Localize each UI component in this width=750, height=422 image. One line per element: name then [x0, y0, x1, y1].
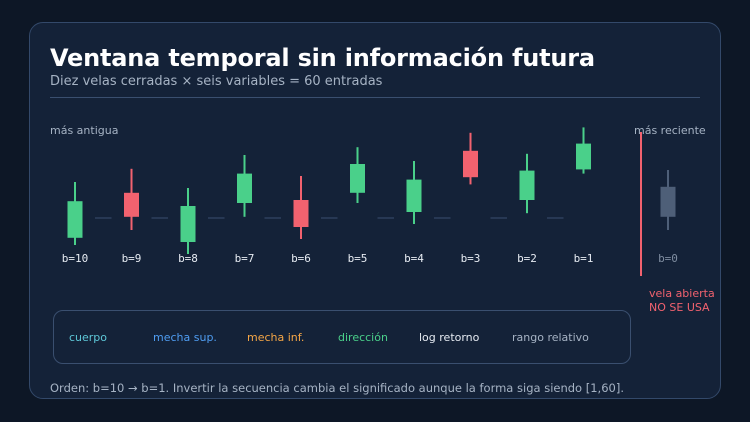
- main-card: [29, 22, 721, 399]
- candle-body-b2: [519, 170, 535, 200]
- legend-item-mecha-inf: mecha inf.: [247, 331, 305, 344]
- legend-item-cuerpo: cuerpo: [69, 331, 108, 344]
- candle-label-b4: b=4: [404, 252, 424, 265]
- candle-body-b6: [293, 200, 309, 227]
- legend-item-rango-relativo: rango relativo: [512, 331, 589, 344]
- candle-label-b2: b=2: [517, 252, 537, 265]
- feature-legend: cuerpo mecha sup. mecha inf. dirección l…: [53, 310, 631, 364]
- open-candle-warning: vela abierta NO SE USA: [649, 287, 719, 315]
- candle-body-b8: [180, 206, 196, 242]
- candle-label-b10: b=10: [62, 252, 89, 265]
- candle-label-b7: b=7: [235, 252, 255, 265]
- candle-body-b3: [463, 150, 478, 178]
- page-subtitle: Diez velas cerradas × seis variables = 6…: [50, 74, 383, 89]
- page-title: Ventana temporal sin información futura: [50, 44, 595, 72]
- candle-body-b5: [350, 164, 365, 193]
- open-candle-warning-line1: vela abierta: [649, 287, 715, 300]
- oldest-label: más antigua: [50, 124, 119, 137]
- footer-note: Orden: b=10 → b=1. Invertir la secuencia…: [50, 381, 624, 395]
- candle-body-b1: [576, 143, 591, 170]
- candle-label-b5: b=5: [348, 252, 368, 265]
- candle-body-b4: [406, 179, 422, 212]
- candle-body-b10: [67, 201, 83, 238]
- candle-label-b0: b=0: [658, 252, 678, 265]
- candle-label-b6: b=6: [291, 252, 311, 265]
- newest-label: más reciente: [634, 124, 706, 137]
- legend-item-direccion: dirección: [338, 331, 388, 344]
- candle-label-b9: b=9: [122, 252, 142, 265]
- open-candle-warning-line2: NO SE USA: [649, 301, 710, 314]
- legend-item-log-retorno: log retorno: [419, 331, 480, 344]
- candle-body-b9: [124, 192, 139, 217]
- candle-body-b7: [237, 173, 252, 203]
- title-divider: [50, 97, 700, 98]
- legend-item-mecha-sup: mecha sup.: [153, 331, 217, 344]
- candle-label-b3: b=3: [461, 252, 481, 265]
- candle-label-b8: b=8: [178, 252, 198, 265]
- candle-label-b1: b=1: [574, 252, 594, 265]
- candle-body-b0: [660, 186, 676, 217]
